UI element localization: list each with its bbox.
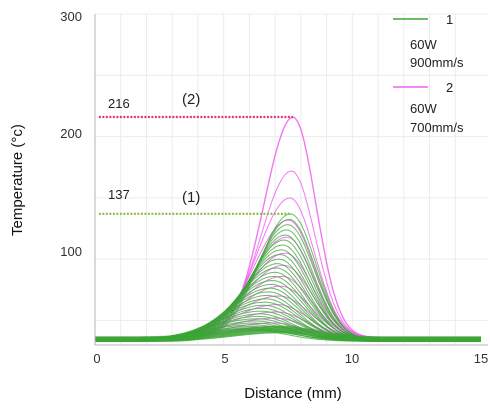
series-1-curve bbox=[95, 325, 481, 338]
curves bbox=[94, 116, 481, 342]
peak-2-value-label: 216 bbox=[108, 96, 130, 111]
peak-reference-lines bbox=[98, 115, 294, 215]
x-tick-label: 15 bbox=[474, 351, 488, 366]
peak-1-tag: (1) bbox=[182, 189, 200, 206]
x-axis-label: Distance (mm) bbox=[244, 385, 342, 402]
x-tick-labels: 0 5 10 15 bbox=[93, 351, 488, 366]
legend-series-2-speed: 700mm/s bbox=[410, 120, 464, 135]
series-2-curve bbox=[95, 170, 481, 339]
x-tick-label: 10 bbox=[345, 351, 359, 366]
legend-series-1-power: 60W bbox=[410, 37, 437, 52]
y-tick-label: 200 bbox=[60, 126, 82, 141]
legend-series-2-id: 2 bbox=[446, 80, 453, 95]
peak-1-value-label: 137 bbox=[108, 187, 130, 202]
y-tick-label: 300 bbox=[60, 9, 82, 24]
series-1-curves bbox=[94, 213, 481, 342]
y-tick-label: 100 bbox=[60, 244, 82, 259]
legend-series-2-power: 60W bbox=[410, 101, 437, 116]
x-tick-label: 5 bbox=[221, 351, 228, 366]
legend-series-1-id: 1 bbox=[446, 12, 453, 27]
legend-series-1-speed: 900mm/s bbox=[410, 55, 464, 70]
legend: 1 60W 900mm/s 2 60W 700mm/s bbox=[393, 12, 464, 135]
y-tick-labels: 300 200 100 bbox=[60, 9, 82, 259]
x-tick-label: 0 bbox=[93, 351, 100, 366]
peak-2-tag: (2) bbox=[182, 91, 200, 108]
y-axis-label: Temperature (°c) bbox=[9, 124, 26, 236]
